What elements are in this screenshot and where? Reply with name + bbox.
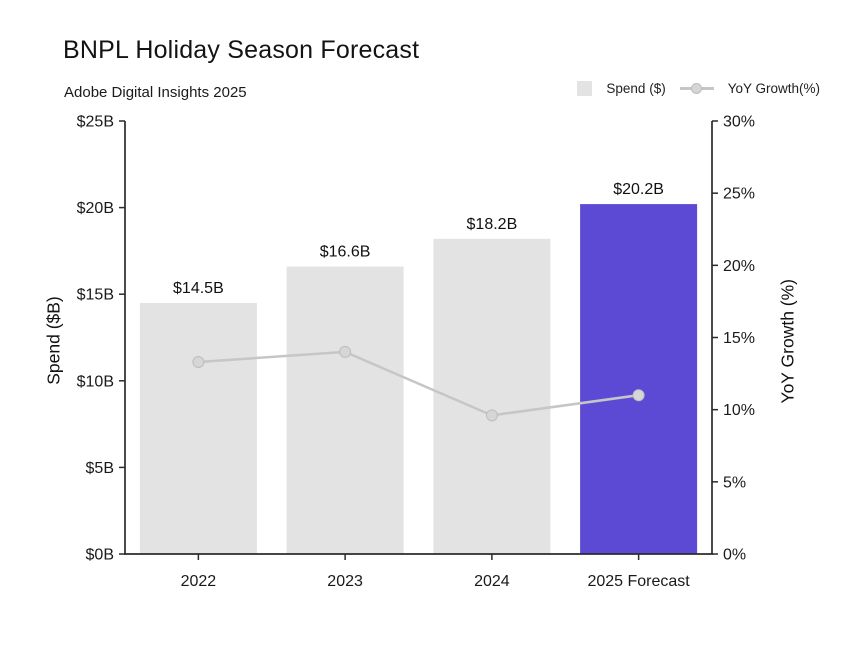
bar-value-label: $14.5B [173, 280, 224, 297]
yoy-marker-icon [691, 83, 703, 94]
yoy-growth-line [198, 350, 639, 417]
chart-title: BNPL Holiday Season Forecast [63, 36, 420, 64]
y-left-tick-label: $5B [86, 460, 114, 477]
yoy-line-icon [679, 83, 714, 94]
y-right-tick-label: 15% [723, 330, 755, 347]
yoy-marker-2023 [339, 345, 352, 358]
chart-subtitle: Adobe Digital Insights 2025 [64, 84, 247, 101]
y-right-tick-label: 20% [723, 258, 755, 275]
y-left-tick-label: $10B [77, 373, 114, 390]
y-right-tick-label: 10% [723, 402, 755, 419]
y-left-tick-label: $20B [77, 200, 114, 217]
y-right-tick-label: 25% [723, 186, 755, 203]
x-tick-label: 2024 [474, 573, 510, 590]
yoy-marker-2024 [485, 409, 498, 422]
bar-2025-forecast [580, 204, 698, 554]
bar-value-label: $16.6B [320, 244, 371, 261]
x-tick-label: 2023 [327, 573, 363, 590]
y-right-tick-label: 5% [723, 474, 746, 491]
bar-value-label: $18.2B [467, 216, 518, 233]
x-tick-label: 2025 Forecast [587, 573, 690, 590]
bar-2024 [433, 238, 551, 555]
y-left-tick-label: $25B [77, 114, 114, 131]
legend-label-yoy: YoY Growth(%) [727, 81, 820, 96]
yoy-marker-2022 [192, 356, 205, 368]
y-right-tick-label: 0% [723, 547, 746, 564]
spend-swatch-icon [577, 81, 593, 96]
bar-2023 [286, 266, 404, 554]
bar-value-label: $20.2B [613, 181, 664, 198]
y-right-tick-label: 30% [723, 114, 755, 131]
legend: Spend ($) YoY Growth(%) [577, 81, 820, 96]
yoy-marker-2025-forecast [632, 389, 645, 402]
bar-2022 [139, 302, 257, 554]
x-tick-label: 2022 [181, 573, 217, 590]
y-left-tick-label: $0B [86, 547, 114, 564]
legend-label-spend: Spend ($) [606, 81, 666, 96]
y-left-tick-label: $15B [77, 287, 114, 304]
